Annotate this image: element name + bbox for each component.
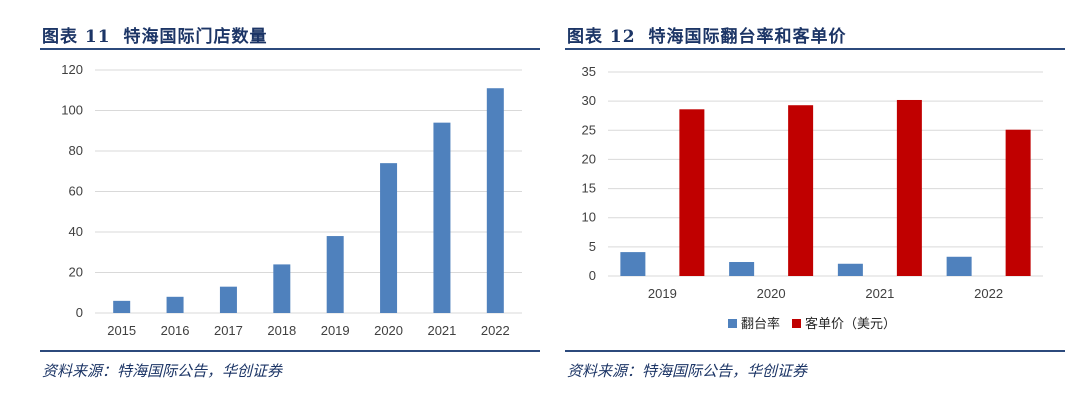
y-tick-label: 25	[582, 122, 596, 137]
figure-11-title-bar: 图表 11 特海国际门店数量	[40, 18, 540, 50]
bar-series-2-2021	[896, 99, 922, 276]
bar-value-2019	[326, 236, 344, 313]
x-tick-label: 2019	[321, 323, 350, 338]
x-tick-label: 2020	[374, 323, 403, 338]
turnover-and-ticket-chart: 0 5 10 15 20 25 30 35 2019 2020 2021 2022 翻台率 客单价（美元）	[582, 64, 1043, 332]
x-tick-label: 2019	[648, 286, 677, 301]
store-count-chart: 0 20 40 60 80 100 120 2015 2016 2017 2018 2019 2020 2…	[61, 62, 522, 338]
y-tick-label: 20	[69, 265, 83, 280]
bar-value-2015	[113, 300, 131, 313]
figure-12-chart: 0 5 10 15 20 25 30 35 2019 2020 2021 2022 翻台率 客单价（美元）	[565, 50, 1065, 350]
figure-11-number: 图表 11	[42, 27, 111, 47]
legend-swatch	[792, 319, 801, 328]
figure-11-title-text: 特海国际门店数量	[123, 27, 268, 47]
bar-value-2017	[219, 286, 237, 313]
bar-value-2020	[380, 163, 398, 313]
bar-series-1-2022	[946, 256, 972, 276]
bar-value-2021	[433, 122, 451, 314]
y-tick-label: 20	[582, 151, 596, 166]
y-tick-label: 35	[582, 64, 596, 79]
x-tick-label: 2016	[161, 323, 190, 338]
x-tick-label: 2015	[107, 323, 136, 338]
figure-12-title: 图表 12 特海国际翻台率和客单价	[567, 22, 847, 47]
y-tick-label: 30	[582, 93, 596, 108]
y-tick-label: 0	[589, 268, 596, 283]
y-tick-label: 40	[69, 224, 83, 239]
bar-value-2016	[166, 296, 184, 313]
figure-12: 图表 12 特海国际翻台率和客单价 0 5 10 15 20 25 30 35 2019 2020…	[565, 0, 1065, 410]
bar-value-2022	[486, 88, 504, 313]
figure-11-source: 资料来源：特海国际公告，华创证券	[42, 362, 283, 380]
figure-12-source: 资料来源：特海国际公告，华创证券	[567, 362, 808, 380]
y-tick-label: 120	[61, 62, 83, 77]
bar-series-1-2020	[729, 262, 755, 276]
x-tick-label: 2021	[427, 323, 456, 338]
bar-series-2-2022	[1005, 129, 1031, 276]
y-tick-label: 0	[76, 305, 83, 320]
bar-series-1-2021	[837, 263, 863, 276]
x-tick-label: 2017	[214, 323, 243, 338]
figure-12-title-text: 特海国际翻台率和客单价	[648, 27, 847, 47]
x-tick-label: 2022	[481, 323, 510, 338]
y-tick-label: 80	[69, 143, 83, 158]
x-tick-label: 2022	[974, 286, 1003, 301]
x-tick-label: 2020	[757, 286, 786, 301]
x-tick-label: 2018	[267, 323, 296, 338]
legend-label: 翻台率	[741, 316, 780, 332]
figure-11: 图表 11 特海国际门店数量 0 20 40 60 80 100 120 2015 2016 20…	[40, 0, 540, 410]
bar-series-2-2019	[679, 109, 705, 276]
y-tick-label: 100	[61, 103, 83, 118]
y-tick-label: 10	[582, 210, 596, 225]
figure-11-source-bar: 资料来源：特海国际公告，华创证券	[40, 350, 540, 380]
bar-value-2018	[273, 264, 291, 313]
bar-series-2-2020	[788, 105, 814, 276]
x-tick-label: 2021	[865, 286, 894, 301]
y-tick-label: 60	[69, 184, 83, 199]
figure-12-number: 图表 12	[567, 27, 636, 47]
y-tick-label: 5	[589, 239, 596, 254]
figure-12-source-bar: 资料来源：特海国际公告，华创证券	[565, 350, 1065, 380]
figure-11-title: 图表 11 特海国际门店数量	[42, 22, 268, 47]
legend-swatch	[728, 319, 737, 328]
bar-series-1-2019	[620, 252, 646, 276]
legend-label: 客单价（美元）	[805, 316, 896, 332]
y-tick-label: 15	[582, 181, 596, 196]
figure-12-title-bar: 图表 12 特海国际翻台率和客单价	[565, 18, 1065, 50]
figure-11-chart: 0 20 40 60 80 100 120 2015 2016 2017 2018 2019 2020 2…	[40, 50, 540, 350]
